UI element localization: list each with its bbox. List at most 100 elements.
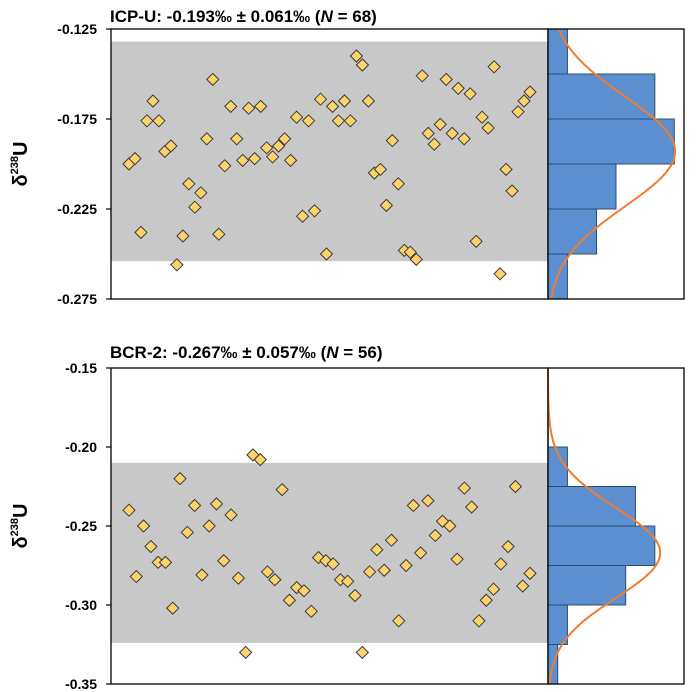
data-point bbox=[427, 137, 441, 151]
data-point bbox=[134, 225, 148, 240]
data-point bbox=[421, 126, 435, 141]
data-point bbox=[501, 539, 515, 554]
data-point bbox=[311, 550, 326, 565]
data-point bbox=[224, 99, 238, 114]
data-point bbox=[182, 177, 196, 191]
panel-icp-u: ICP-U: -0.193‰ ± 0.061‰ (N = 68) -0.125-… bbox=[9, 7, 685, 307]
data-point bbox=[158, 555, 173, 570]
data-point bbox=[289, 580, 304, 595]
data-point bbox=[479, 593, 493, 607]
data-point bbox=[413, 546, 428, 560]
y-axis: -0.125 -0.175 -0.225 -0.275 bbox=[57, 21, 111, 307]
y-tick-label: -0.175 bbox=[57, 111, 97, 127]
data-point bbox=[297, 584, 311, 598]
data-point bbox=[170, 258, 184, 272]
y-tick-label: -0.30 bbox=[65, 597, 97, 613]
data-point bbox=[247, 151, 262, 166]
data-point bbox=[260, 565, 275, 579]
data-point bbox=[206, 72, 220, 87]
data-point bbox=[415, 69, 429, 83]
data-point bbox=[129, 569, 143, 584]
histogram-bar bbox=[547, 28, 568, 75]
data-point bbox=[304, 604, 318, 619]
data-point bbox=[443, 519, 457, 533]
data-points bbox=[122, 448, 537, 660]
data-point bbox=[319, 247, 334, 261]
data-point bbox=[392, 614, 406, 628]
data-point bbox=[218, 159, 232, 173]
data-point bbox=[152, 114, 166, 128]
y-tick-label: -0.15 bbox=[65, 360, 97, 376]
data-point bbox=[384, 533, 399, 547]
y-tick-label: -0.225 bbox=[57, 201, 97, 217]
data-point bbox=[275, 482, 289, 497]
data-point bbox=[295, 209, 310, 223]
data-point bbox=[283, 153, 298, 168]
panel-bcr-2: BCR-2: -0.267‰ ± 0.057‰ (N = 56) -0.15 -0… bbox=[9, 343, 685, 692]
data-point bbox=[464, 500, 479, 514]
data-point bbox=[236, 153, 250, 168]
histogram-bar bbox=[547, 604, 568, 645]
data-point bbox=[343, 114, 358, 128]
data-point bbox=[136, 519, 151, 533]
histogram-bar bbox=[547, 163, 617, 210]
data-point bbox=[337, 94, 352, 108]
data-point bbox=[164, 139, 178, 153]
data-point bbox=[516, 579, 530, 593]
data-point bbox=[511, 105, 525, 119]
data-point bbox=[517, 94, 531, 108]
data-point bbox=[486, 582, 501, 596]
data-point bbox=[224, 508, 238, 522]
data-point bbox=[282, 593, 297, 607]
y-axis-label: δ238U bbox=[9, 142, 32, 187]
data-point bbox=[463, 87, 477, 101]
data-point bbox=[421, 494, 435, 508]
data-point bbox=[457, 132, 471, 146]
data-point bbox=[505, 184, 519, 198]
panel-title: BCR-2: -0.267‰ ± 0.057‰ (N = 56) bbox=[110, 343, 382, 362]
data-point bbox=[450, 552, 464, 566]
data-point bbox=[217, 554, 231, 568]
data-point bbox=[180, 525, 195, 540]
data-point bbox=[140, 114, 154, 128]
histogram-bar bbox=[547, 525, 656, 566]
data-point bbox=[508, 479, 523, 494]
data-point bbox=[313, 92, 328, 106]
y-axis-label: δ238U bbox=[9, 504, 32, 549]
data-point bbox=[362, 565, 377, 579]
panel-title: ICP-U: -0.193‰ ± 0.061‰ (N = 68) bbox=[110, 7, 377, 26]
data-point bbox=[187, 498, 202, 513]
data-point bbox=[472, 614, 486, 628]
data-point bbox=[146, 94, 160, 108]
histogram-frame bbox=[547, 367, 685, 685]
histogram-frame bbox=[547, 28, 685, 300]
data-point bbox=[319, 554, 333, 568]
data-point bbox=[349, 49, 364, 63]
data-point bbox=[361, 94, 376, 108]
data-point bbox=[494, 557, 508, 571]
data-point bbox=[457, 481, 472, 495]
data-point bbox=[241, 101, 256, 115]
y-tick-label: -0.25 bbox=[65, 518, 97, 534]
data-point bbox=[173, 471, 187, 486]
data-point bbox=[326, 557, 340, 571]
mean-2sd-band bbox=[111, 462, 548, 643]
data-point bbox=[166, 601, 180, 615]
data-point bbox=[195, 568, 209, 582]
data-points bbox=[122, 49, 537, 281]
data-point bbox=[370, 542, 384, 557]
data-point bbox=[493, 267, 507, 281]
data-point bbox=[253, 99, 268, 114]
data-point bbox=[373, 162, 388, 177]
data-point bbox=[265, 150, 280, 164]
mean-2sd-band bbox=[111, 41, 548, 262]
data-point bbox=[487, 60, 501, 74]
data-point bbox=[277, 132, 292, 146]
data-point bbox=[403, 245, 418, 259]
data-point bbox=[499, 162, 513, 177]
data-point bbox=[331, 114, 346, 128]
data-point bbox=[475, 110, 489, 124]
data-point bbox=[268, 573, 282, 587]
normal-fit-curve bbox=[550, 28, 676, 300]
histogram-bar bbox=[547, 208, 598, 255]
